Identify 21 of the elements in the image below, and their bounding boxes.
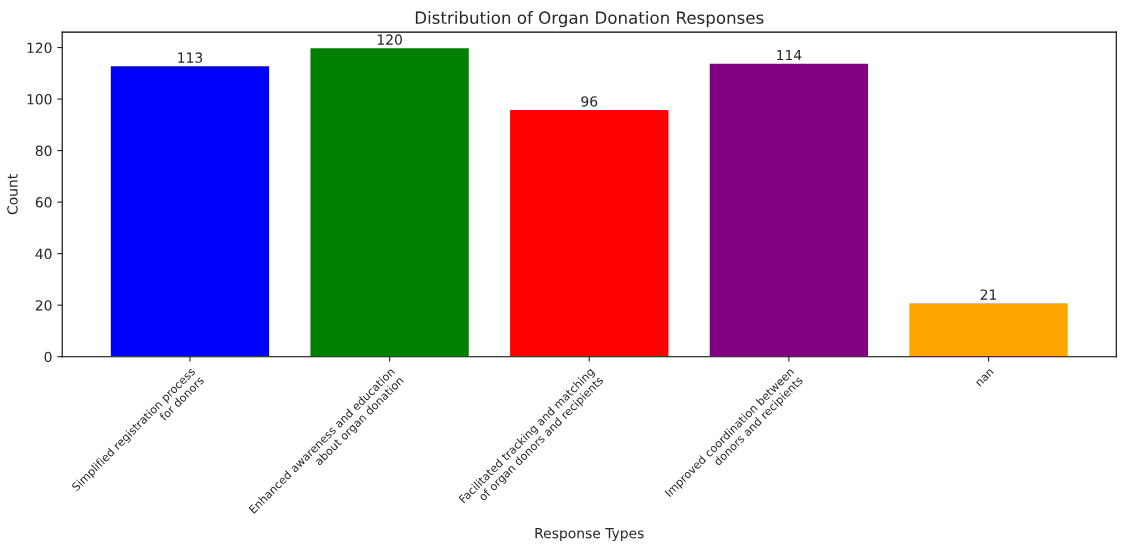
y-tick-label: 40 xyxy=(35,248,52,260)
y-tick-label: 0 xyxy=(44,351,52,363)
bar xyxy=(508,108,670,357)
y-tick-label: 20 xyxy=(35,300,52,311)
data-label: 113 xyxy=(178,52,203,63)
bar xyxy=(309,46,471,357)
bar xyxy=(708,62,870,357)
y-tick-label: 60 xyxy=(35,197,52,208)
x-tick-label: nan xyxy=(976,368,994,387)
data-label: 21 xyxy=(980,289,997,300)
y-axis-title: Count xyxy=(7,174,18,215)
bar xyxy=(907,301,1070,357)
data-label: 96 xyxy=(581,96,598,107)
y-tick-label: 120 xyxy=(27,42,52,54)
chart-title: Distribution of Organ Donation Responses xyxy=(415,11,764,28)
data-label: 120 xyxy=(377,34,402,45)
bar xyxy=(109,64,271,357)
data-label: 114 xyxy=(777,49,802,61)
y-tick-label: 100 xyxy=(27,94,52,105)
x-axis-title: Response Types xyxy=(535,528,644,542)
y-tick-label: 80 xyxy=(35,145,52,157)
